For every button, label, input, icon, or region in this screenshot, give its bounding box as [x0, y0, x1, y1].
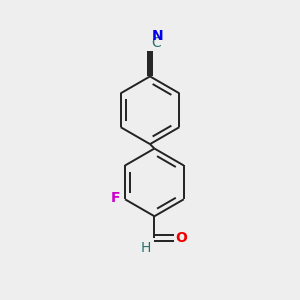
Text: O: O: [175, 231, 187, 245]
Text: C: C: [152, 37, 161, 50]
Text: N: N: [152, 29, 163, 43]
Text: F: F: [111, 191, 121, 205]
Text: H: H: [140, 241, 151, 255]
